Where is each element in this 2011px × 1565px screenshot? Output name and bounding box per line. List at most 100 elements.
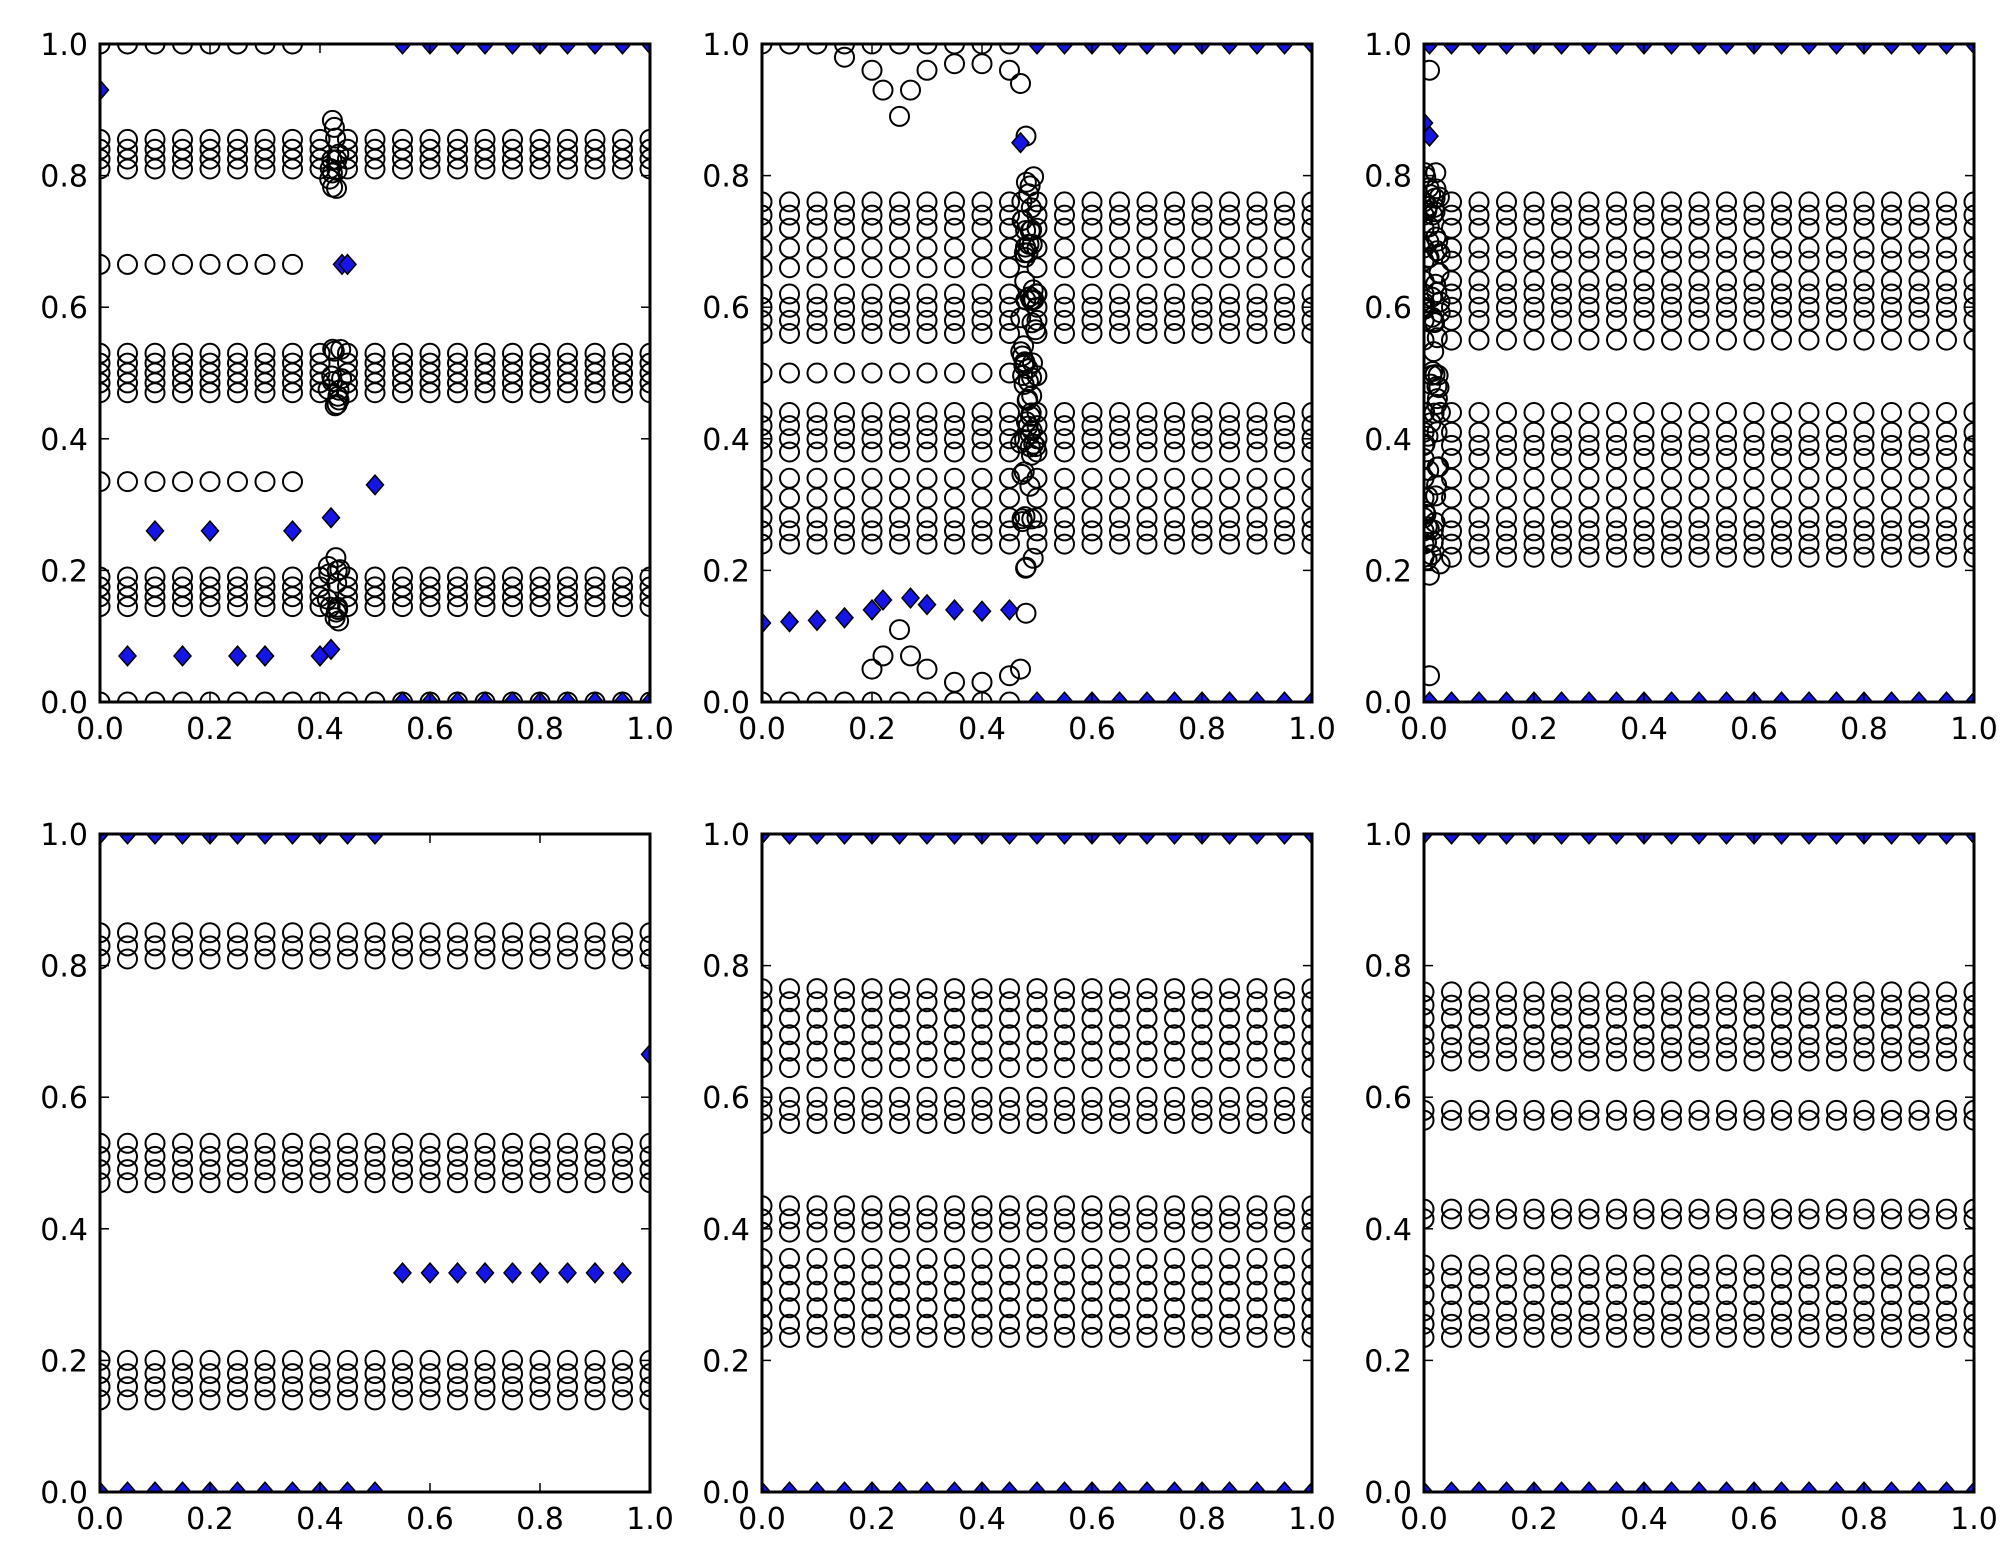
circle-point bbox=[1633, 981, 1655, 1003]
circle-point bbox=[612, 1349, 633, 1371]
circle-point bbox=[1274, 1086, 1295, 1108]
circle-point bbox=[1026, 1247, 1048, 1269]
circle-point bbox=[1881, 1208, 1902, 1230]
circle-point bbox=[1081, 1086, 1103, 1108]
circle-point bbox=[1853, 1024, 1875, 1046]
circle-point bbox=[1441, 1267, 1462, 1289]
circle-point bbox=[1246, 1264, 1268, 1286]
circle-point bbox=[172, 253, 193, 275]
circle-point bbox=[779, 1195, 800, 1217]
circle-point bbox=[1191, 1024, 1213, 1046]
circle-point bbox=[1014, 352, 1036, 374]
circle-point bbox=[1014, 270, 1036, 292]
axes-background bbox=[100, 834, 650, 1492]
diamond-point bbox=[585, 43, 605, 55]
circle-point bbox=[779, 217, 800, 239]
circle-point bbox=[1936, 1300, 1957, 1322]
circle-point bbox=[1661, 448, 1682, 469]
circle-point bbox=[1771, 1050, 1792, 1072]
circle-point bbox=[557, 566, 578, 588]
circle-point bbox=[834, 402, 855, 423]
x-tick-label: 0.0 bbox=[738, 712, 786, 747]
circle-point bbox=[282, 1132, 303, 1154]
circle-point bbox=[1881, 1050, 1902, 1072]
circle-point bbox=[282, 1376, 303, 1398]
circle-point bbox=[916, 309, 938, 331]
circle-point bbox=[1054, 1221, 1075, 1243]
circle-point bbox=[1661, 1099, 1682, 1121]
circle-point bbox=[1274, 402, 1295, 423]
circle-point bbox=[1081, 204, 1103, 226]
circle-point bbox=[834, 1247, 855, 1269]
circle-point bbox=[806, 428, 828, 450]
circle-point bbox=[1606, 994, 1627, 1016]
circle-point bbox=[1081, 467, 1103, 489]
circle-point bbox=[806, 1086, 828, 1108]
circle-point bbox=[1743, 1326, 1765, 1348]
x-tick-label: 0.4 bbox=[296, 1502, 344, 1537]
circle-point bbox=[227, 253, 248, 275]
circle-point bbox=[1606, 448, 1627, 469]
circle-point bbox=[1551, 250, 1572, 272]
diamond-point bbox=[1717, 1481, 1736, 1493]
circle-point bbox=[1688, 434, 1710, 456]
circle-point bbox=[1633, 1284, 1655, 1306]
circle-point bbox=[806, 1264, 828, 1286]
circle-point bbox=[1010, 658, 1031, 680]
circle-point bbox=[309, 935, 331, 957]
circle-point bbox=[834, 1280, 855, 1302]
diamond-point bbox=[1689, 1481, 1709, 1493]
circle-point bbox=[971, 1221, 993, 1243]
circle-point bbox=[1578, 546, 1600, 568]
diamond-point bbox=[393, 1261, 412, 1284]
circle-point bbox=[1468, 296, 1490, 318]
circle-point bbox=[1274, 467, 1295, 489]
circle-point bbox=[834, 46, 855, 68]
diamond-point bbox=[173, 833, 192, 845]
circle-point bbox=[1716, 1037, 1737, 1059]
circle-point bbox=[337, 922, 358, 944]
circle-point bbox=[1274, 1099, 1295, 1121]
circle-point bbox=[447, 1349, 468, 1371]
circle-point bbox=[1109, 296, 1130, 318]
circle-point bbox=[117, 471, 138, 493]
circle-point bbox=[199, 1159, 221, 1181]
circle-point bbox=[971, 1040, 993, 1062]
circle-point bbox=[1716, 448, 1737, 469]
circle-point bbox=[1633, 994, 1655, 1016]
circle-point bbox=[999, 428, 1020, 450]
circle-point bbox=[1496, 1326, 1517, 1348]
circle-point bbox=[557, 922, 578, 944]
circle-point bbox=[1109, 1007, 1130, 1029]
circle-point bbox=[1688, 1050, 1710, 1072]
circle-point bbox=[1523, 1254, 1545, 1276]
circle-point bbox=[1496, 309, 1517, 331]
diamond-point bbox=[1275, 691, 1294, 703]
circle-point bbox=[1026, 991, 1048, 1013]
circle-point bbox=[834, 283, 855, 305]
circle-point bbox=[1164, 1208, 1185, 1230]
y-tick-label: 1.0 bbox=[702, 28, 750, 63]
circle-point bbox=[502, 1159, 523, 1181]
circle-point bbox=[1426, 388, 1448, 410]
circle-point bbox=[1936, 981, 1957, 1003]
circle-point bbox=[318, 563, 340, 585]
circle-point bbox=[337, 1145, 358, 1167]
circle-point bbox=[1633, 217, 1655, 239]
circle-point bbox=[1606, 1208, 1627, 1230]
circle-point bbox=[392, 935, 413, 957]
circle-point bbox=[999, 665, 1020, 687]
circle-point bbox=[1468, 191, 1490, 213]
circle-point bbox=[861, 1057, 883, 1079]
circle-point bbox=[1771, 204, 1792, 226]
circle-point bbox=[1109, 1280, 1130, 1302]
circle-point bbox=[1716, 1284, 1737, 1306]
circle-point bbox=[447, 1145, 468, 1167]
circle-point bbox=[227, 352, 248, 374]
circle-point bbox=[1428, 377, 1450, 399]
circle-point bbox=[1468, 250, 1490, 272]
circle-point bbox=[1578, 1050, 1600, 1072]
circle-point bbox=[1468, 1208, 1490, 1230]
circle-point bbox=[1026, 1326, 1048, 1348]
circle-point bbox=[1496, 1267, 1517, 1289]
